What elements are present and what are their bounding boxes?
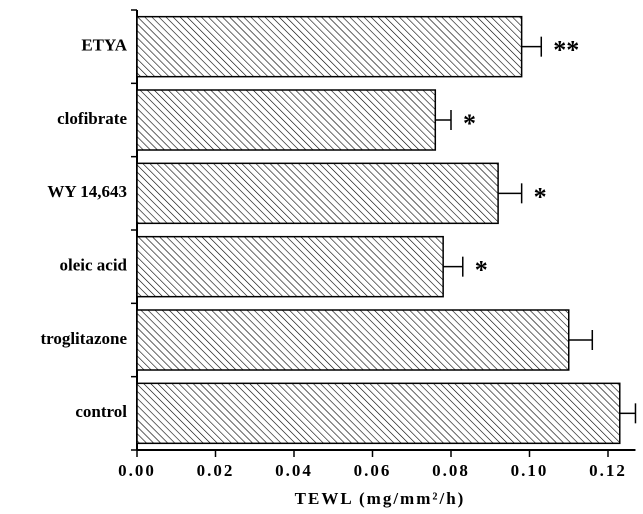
bar: [136, 15, 523, 78]
x-tick-label: 0.06: [354, 461, 392, 480]
bar: [136, 382, 621, 445]
x-tick-label: 0.10: [511, 461, 549, 480]
y-tick-label: troglitazone: [40, 329, 127, 348]
y-tick-label: WY 14,643: [47, 182, 127, 201]
bar: [136, 162, 499, 225]
x-tick-label: 0.00: [118, 461, 156, 480]
significance: *: [534, 182, 547, 211]
x-tick-label: 0.12: [589, 461, 627, 480]
significance: *: [475, 256, 488, 285]
y-tick-label: oleic acid: [59, 256, 127, 275]
y-tick-label: control: [75, 402, 127, 421]
x-axis-label: TEWL (mg/mm²/h): [295, 489, 466, 508]
x-tick-label: 0.02: [197, 461, 235, 480]
bar: [136, 235, 444, 298]
bar: [136, 309, 570, 371]
y-tick-label: ETYA: [81, 36, 127, 55]
bar: [136, 89, 437, 151]
y-tick-label: clofibrate: [57, 109, 127, 128]
significance: **: [553, 36, 579, 65]
x-tick-label: 0.08: [432, 461, 470, 480]
x-tick-label: 0.04: [275, 461, 313, 480]
significance: *: [463, 109, 476, 138]
